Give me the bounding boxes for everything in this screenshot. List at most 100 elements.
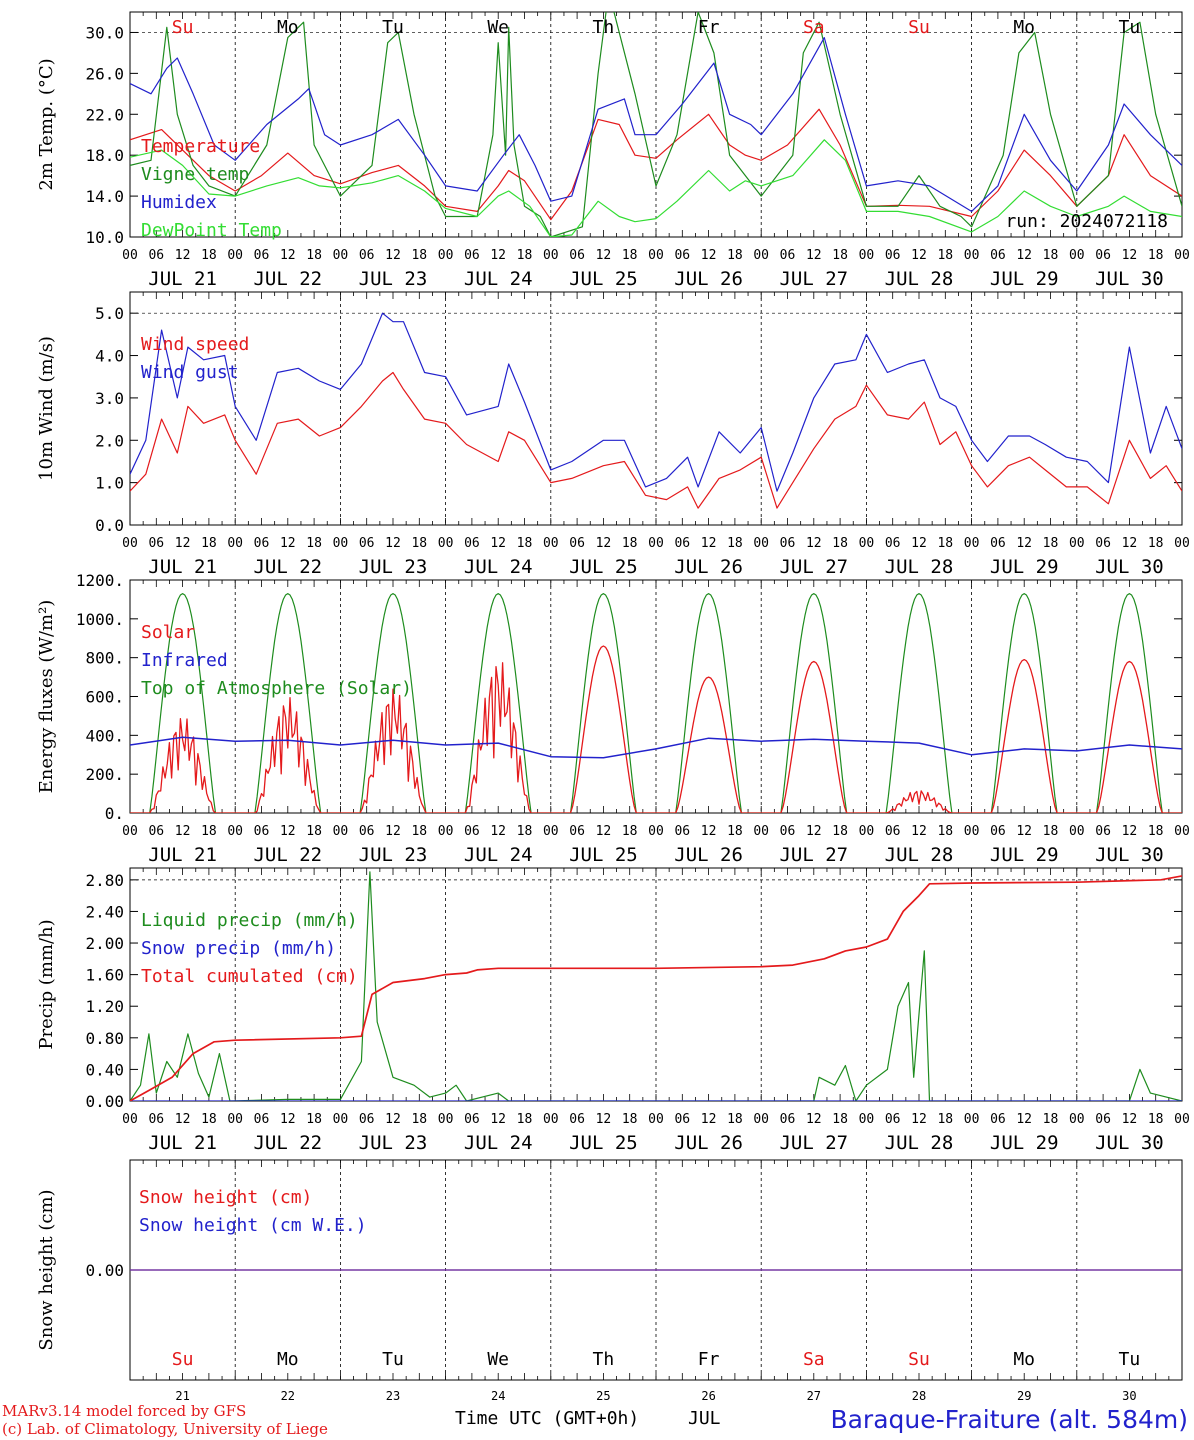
day-number-label: 23 bbox=[386, 1389, 400, 1403]
x-hour-label: 00 bbox=[438, 248, 454, 263]
y-tick-label: 1000. bbox=[76, 610, 124, 629]
x-hour-label: 18 bbox=[517, 824, 533, 839]
x-hour-label: 06 bbox=[464, 248, 480, 263]
x-hour-label: 00 bbox=[859, 824, 875, 839]
legend-entry: Snow precip (mm/h) bbox=[141, 938, 336, 959]
y-tick-label: 26.0 bbox=[85, 64, 124, 83]
x-date-label: JUL 24 bbox=[464, 268, 533, 290]
x-hour-label: 06 bbox=[674, 1112, 690, 1127]
x-hour-label: 18 bbox=[1148, 248, 1164, 263]
x-hour-label: 12 bbox=[280, 824, 296, 839]
x-hour-label: 06 bbox=[674, 824, 690, 839]
x-hour-label: 00 bbox=[648, 248, 664, 263]
legend-entry: Wind gust bbox=[141, 362, 239, 383]
x-hour-label: 18 bbox=[832, 824, 848, 839]
series-layer bbox=[130, 312, 1182, 509]
legend-entry: Wind speed bbox=[141, 334, 249, 355]
weekday-label: Tu bbox=[382, 17, 404, 38]
series-line bbox=[130, 371, 1182, 509]
x-axis-label: Time UTC (GMT+0h) bbox=[455, 1408, 639, 1429]
x-hour-label: 00 bbox=[333, 1112, 349, 1127]
weekday-label: Mo bbox=[277, 17, 299, 38]
x-hour-label: 12 bbox=[385, 536, 401, 551]
y-tick-label: 0.0 bbox=[95, 516, 124, 535]
y-tick-label: 1200. bbox=[76, 571, 124, 590]
x-hour-label: 12 bbox=[1016, 536, 1032, 551]
x-hour-label: 00 bbox=[1174, 1112, 1190, 1127]
x-hour-label: 18 bbox=[411, 536, 427, 551]
y-tick-label: 4.0 bbox=[95, 347, 124, 366]
x-hour-label: 12 bbox=[490, 824, 506, 839]
x-hour-label: 06 bbox=[780, 1112, 796, 1127]
x-date-label: JUL 28 bbox=[885, 556, 954, 578]
x-hour-label: 18 bbox=[201, 536, 217, 551]
y-axis-label: Snow height (cm) bbox=[36, 1189, 57, 1350]
x-hour-label: 00 bbox=[859, 248, 875, 263]
legend-entry: Snow height (cm W.E.) bbox=[139, 1215, 367, 1236]
day-number-label: 29 bbox=[1017, 1389, 1031, 1403]
legend-entry: Top of Atmosphere (Solar) bbox=[141, 678, 412, 699]
x-date-label: JUL 28 bbox=[885, 1132, 954, 1154]
x-hour-label: 06 bbox=[359, 536, 375, 551]
x-hour-label: 12 bbox=[175, 1112, 191, 1127]
x-hour-label: 12 bbox=[1016, 824, 1032, 839]
x-hour-label: 06 bbox=[148, 248, 164, 263]
x-hour-label: 12 bbox=[385, 248, 401, 263]
series-line bbox=[130, 12, 1182, 237]
weekday-label: Tu bbox=[1119, 1349, 1141, 1370]
x-hour-label: 00 bbox=[753, 536, 769, 551]
x-hour-label: 00 bbox=[964, 824, 980, 839]
series-line bbox=[130, 37, 1182, 212]
x-hour-label: 12 bbox=[911, 248, 927, 263]
x-hour-label: 12 bbox=[280, 536, 296, 551]
x-date-label: JUL 28 bbox=[885, 268, 954, 290]
model-credit: MARv3.14 model forced by GFS bbox=[2, 1402, 246, 1420]
x-hour-label: 06 bbox=[674, 536, 690, 551]
legend-entry: Solar bbox=[141, 622, 195, 643]
x-hour-label: 18 bbox=[201, 824, 217, 839]
x-date-label: JUL 22 bbox=[253, 556, 322, 578]
x-hour-label: 12 bbox=[490, 248, 506, 263]
x-hour-label: 00 bbox=[648, 536, 664, 551]
x-hour-label: 12 bbox=[911, 824, 927, 839]
day-number-label: 26 bbox=[701, 1389, 715, 1403]
x-date-label: JUL 29 bbox=[990, 844, 1059, 866]
series-line bbox=[130, 645, 1182, 813]
x-hour-label: 00 bbox=[438, 824, 454, 839]
x-hour-label: 18 bbox=[517, 536, 533, 551]
x-hour-label: 06 bbox=[990, 824, 1006, 839]
legend-entry: DewPoint Temp bbox=[141, 220, 282, 241]
x-hour-label: 06 bbox=[359, 1112, 375, 1127]
x-hour-label: 12 bbox=[806, 248, 822, 263]
day-number-label: 27 bbox=[807, 1389, 821, 1403]
x-hour-label: 06 bbox=[148, 1112, 164, 1127]
x-hour-label: 00 bbox=[1174, 824, 1190, 839]
y-tick-label: 800. bbox=[85, 649, 124, 668]
y-tick-label: 30.0 bbox=[85, 23, 124, 42]
x-hour-label: 00 bbox=[859, 536, 875, 551]
y-tick-label: 2.40 bbox=[85, 902, 124, 921]
x-hour-label: 18 bbox=[1148, 824, 1164, 839]
x-hour-label: 00 bbox=[122, 824, 138, 839]
panel-1: 10.0 14.0 18.0 22.0 26.0 30.0 2m Temp. (°C) Tem… bbox=[36, 11, 1190, 290]
x-hour-label: 00 bbox=[964, 1112, 980, 1127]
x-date-label: JUL 29 bbox=[990, 556, 1059, 578]
weekday-label: We bbox=[487, 17, 509, 38]
x-hour-label: 18 bbox=[937, 536, 953, 551]
legend-entry: Temperature bbox=[141, 136, 260, 157]
x-hour-label: 12 bbox=[280, 1112, 296, 1127]
x-hour-label: 18 bbox=[517, 1112, 533, 1127]
series-layer bbox=[130, 871, 1182, 1101]
x-date-label: JUL 30 bbox=[1095, 1132, 1164, 1154]
day-number-label: 25 bbox=[596, 1389, 610, 1403]
x-date-label: JUL 30 bbox=[1095, 268, 1164, 290]
x-hour-label: 18 bbox=[411, 1112, 427, 1127]
weekday-label: Mo bbox=[1013, 1349, 1035, 1370]
y-tick-label: 0. bbox=[105, 804, 124, 823]
y-tick-label: 1.20 bbox=[85, 997, 124, 1016]
x-hour-label: 06 bbox=[569, 536, 585, 551]
x-hour-label: 18 bbox=[622, 536, 638, 551]
x-hour-label: 12 bbox=[175, 248, 191, 263]
weekday-label: Th bbox=[593, 17, 615, 38]
legend-entry: Infrared bbox=[141, 650, 228, 671]
